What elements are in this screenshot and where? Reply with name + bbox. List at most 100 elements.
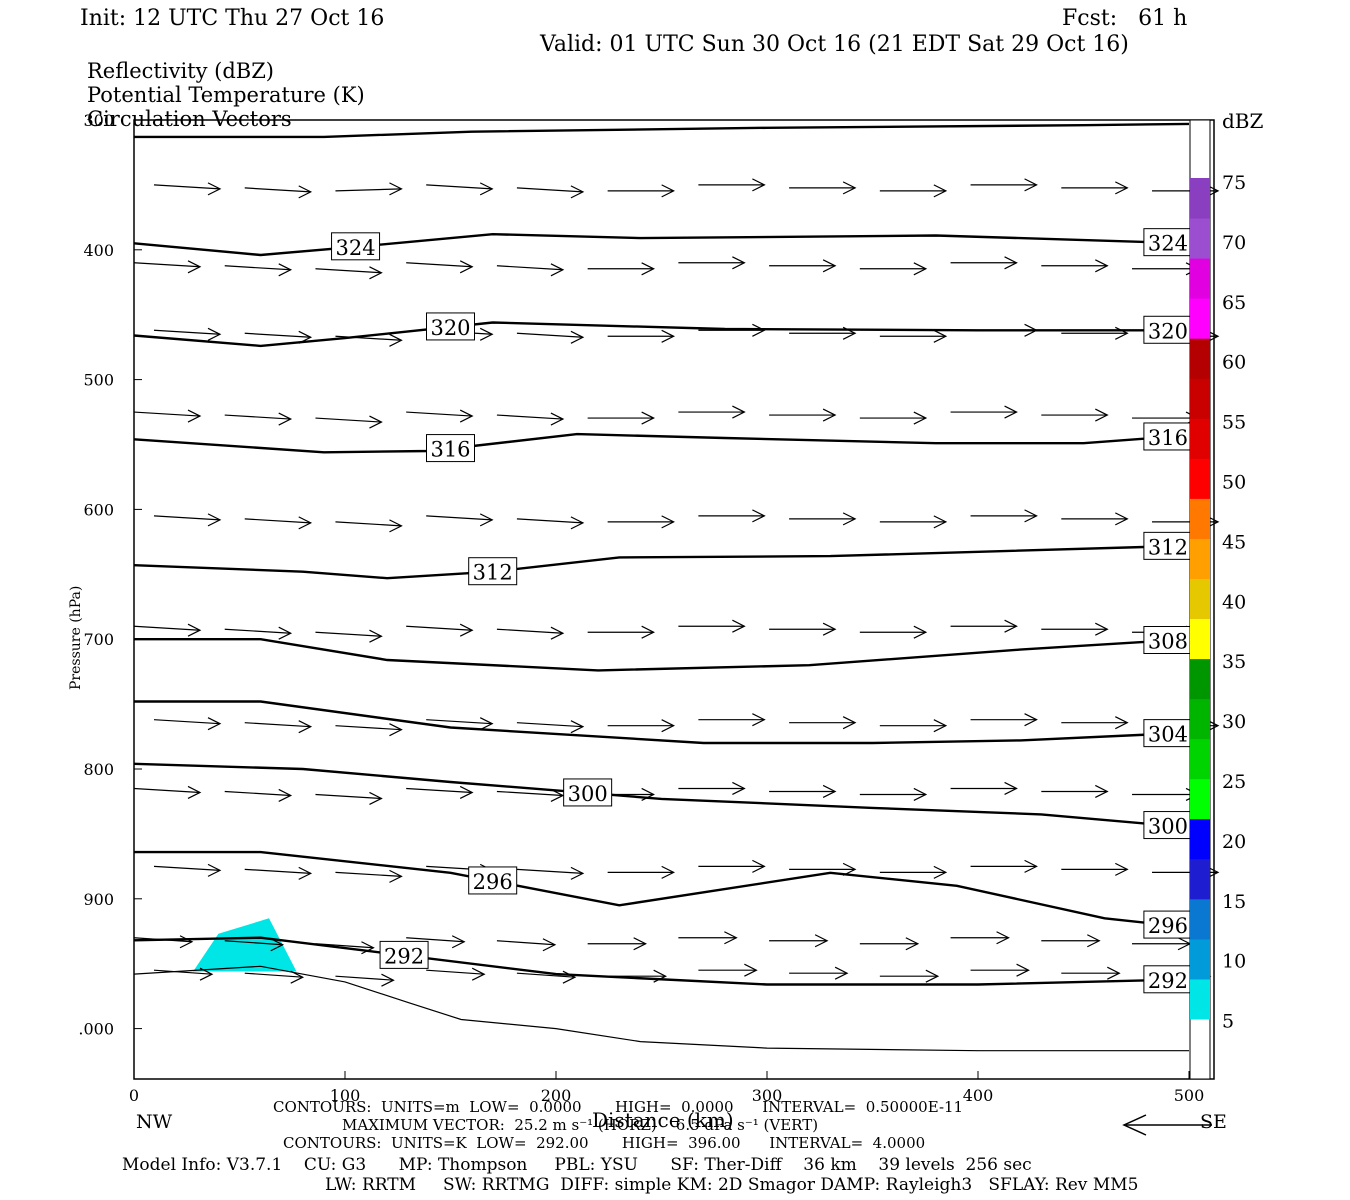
vector-arrowhead — [550, 626, 565, 640]
vector-arrow — [516, 722, 583, 728]
vector-arrowhead — [933, 184, 948, 198]
vector-arrow — [406, 262, 473, 268]
colorbar-swatch-6 — [1190, 738, 1210, 780]
vector-arrowhead — [633, 937, 647, 951]
vector-arrow — [406, 937, 465, 943]
vector-arrowhead — [270, 938, 285, 952]
vector-arrow — [224, 414, 291, 420]
vector-arrowhead — [570, 330, 585, 344]
vector-arrowhead — [641, 787, 655, 802]
vector-arrowhead — [752, 713, 766, 727]
vector-arrowhead — [822, 259, 837, 273]
terrain-line — [133, 965, 1189, 1052]
vector-arrowhead — [562, 970, 577, 984]
vector-arrow — [153, 865, 221, 871]
vector-arrow — [516, 332, 583, 338]
y-tick-label-900: 900 — [83, 890, 114, 909]
vector-arrowhead — [724, 931, 738, 945]
vector-arrowhead — [1115, 716, 1129, 730]
vector-arrowhead — [187, 260, 202, 274]
vector-arrowhead — [842, 716, 857, 730]
vector-arrowhead — [1016, 963, 1030, 977]
contour-label-300-1: 300 — [1148, 815, 1188, 839]
vector-arrowhead — [1115, 181, 1129, 195]
colorbar-label-30: 30 — [1222, 711, 1246, 733]
colorbar-label-15: 15 — [1222, 891, 1246, 913]
forecast-hour: Fcst: 61 h — [1062, 6, 1187, 31]
vector-arrowhead — [1004, 619, 1018, 633]
vector-arrowhead — [933, 719, 948, 733]
vector-arrowhead — [199, 967, 214, 981]
colorbar-label-20: 20 — [1222, 831, 1246, 853]
colorbar-swatch-4 — [1190, 818, 1210, 860]
contour-label-box — [426, 434, 475, 463]
colorbar-swatch-3 — [1190, 858, 1210, 900]
vector-arrow — [335, 335, 402, 341]
vector-arrow — [224, 628, 291, 634]
vector-arrowhead — [451, 935, 466, 949]
contour-label-292-1: 292 — [1148, 969, 1188, 993]
plot-frame — [133, 119, 1215, 1080]
vector-arrowhead — [389, 333, 403, 347]
colorbar-label-75: 75 — [1222, 172, 1246, 194]
vector-arrowhead — [1024, 323, 1038, 337]
vector-arrowhead — [732, 619, 746, 633]
vector-arrow — [224, 790, 291, 797]
vector-arrowhead — [661, 329, 675, 343]
field-vectors: Circulation Vectors — [87, 107, 292, 131]
vector-arrowhead — [732, 781, 746, 796]
contour-label-296-0: 296 — [473, 870, 513, 894]
vector-arrowhead — [1087, 934, 1101, 948]
x-tick-label-200: 200 — [541, 1086, 572, 1105]
vector-arrow — [315, 793, 382, 800]
vector-arrowhead — [550, 788, 565, 803]
y-tick-label-600: 600 — [83, 500, 114, 519]
vector-arrowhead — [1004, 256, 1018, 270]
contour-label-312-1: 312 — [1148, 535, 1188, 559]
vector-arrowhead — [298, 866, 313, 880]
colorbar-swatch-9 — [1190, 618, 1210, 660]
colorbar-label-65: 65 — [1222, 292, 1246, 314]
colorbar-swatch-20 — [1190, 178, 1210, 219]
vector-arrowhead — [550, 263, 565, 277]
vector-arrowhead — [1004, 781, 1018, 796]
contour-label-box — [1143, 965, 1193, 994]
y-tick-label-400: 400 — [83, 241, 114, 260]
vector-arrow — [133, 787, 201, 794]
y-tick-label-500: 500 — [83, 371, 114, 390]
vector-arrowhead — [1095, 259, 1109, 273]
vector-arrowhead — [369, 791, 383, 806]
vector-arrowhead — [187, 785, 202, 800]
vector-arrowhead — [913, 625, 928, 639]
vector-arrowhead — [653, 969, 667, 983]
vector-arrowhead — [369, 415, 383, 429]
vector-arrow — [133, 262, 201, 268]
vector-arrowhead — [752, 323, 766, 337]
contour-label-box — [379, 940, 429, 969]
vector-arrowhead — [814, 934, 829, 948]
theta-contour-292 — [133, 936, 1190, 986]
init-time: Init: 12 UTC Thu 27 Oct 16 — [80, 6, 384, 31]
vector-arrowhead — [822, 622, 837, 636]
colorbar-swatch-16 — [1190, 338, 1210, 379]
vector-arrow — [133, 411, 201, 417]
x-axis-title: Distance (km) — [592, 1108, 734, 1132]
contour-label-304-0: 304 — [1148, 723, 1188, 747]
contour-label-320-1: 320 — [1148, 319, 1188, 343]
vector-arrowhead — [834, 966, 849, 980]
vector-arrowhead — [369, 266, 383, 280]
vector-arrow — [315, 417, 382, 423]
vector-arrowhead — [744, 963, 758, 977]
footer-physics-info: LW: RRTM SW: RRTMG DIFF: simple KM: 2D S… — [325, 1175, 1138, 1195]
vector-arrow — [426, 184, 493, 190]
colorbar-swatch-1 — [1190, 938, 1210, 980]
vector-arrow — [244, 332, 311, 338]
vector-arrowhead — [933, 865, 948, 879]
vector-arrowhead — [913, 787, 928, 802]
colorbar-swatch-13 — [1190, 458, 1210, 499]
y-tick-label-300: 300 — [83, 111, 114, 130]
vector-arrow — [244, 518, 311, 524]
vector-arrowhead — [752, 859, 766, 873]
vector-arrowhead — [207, 182, 222, 196]
